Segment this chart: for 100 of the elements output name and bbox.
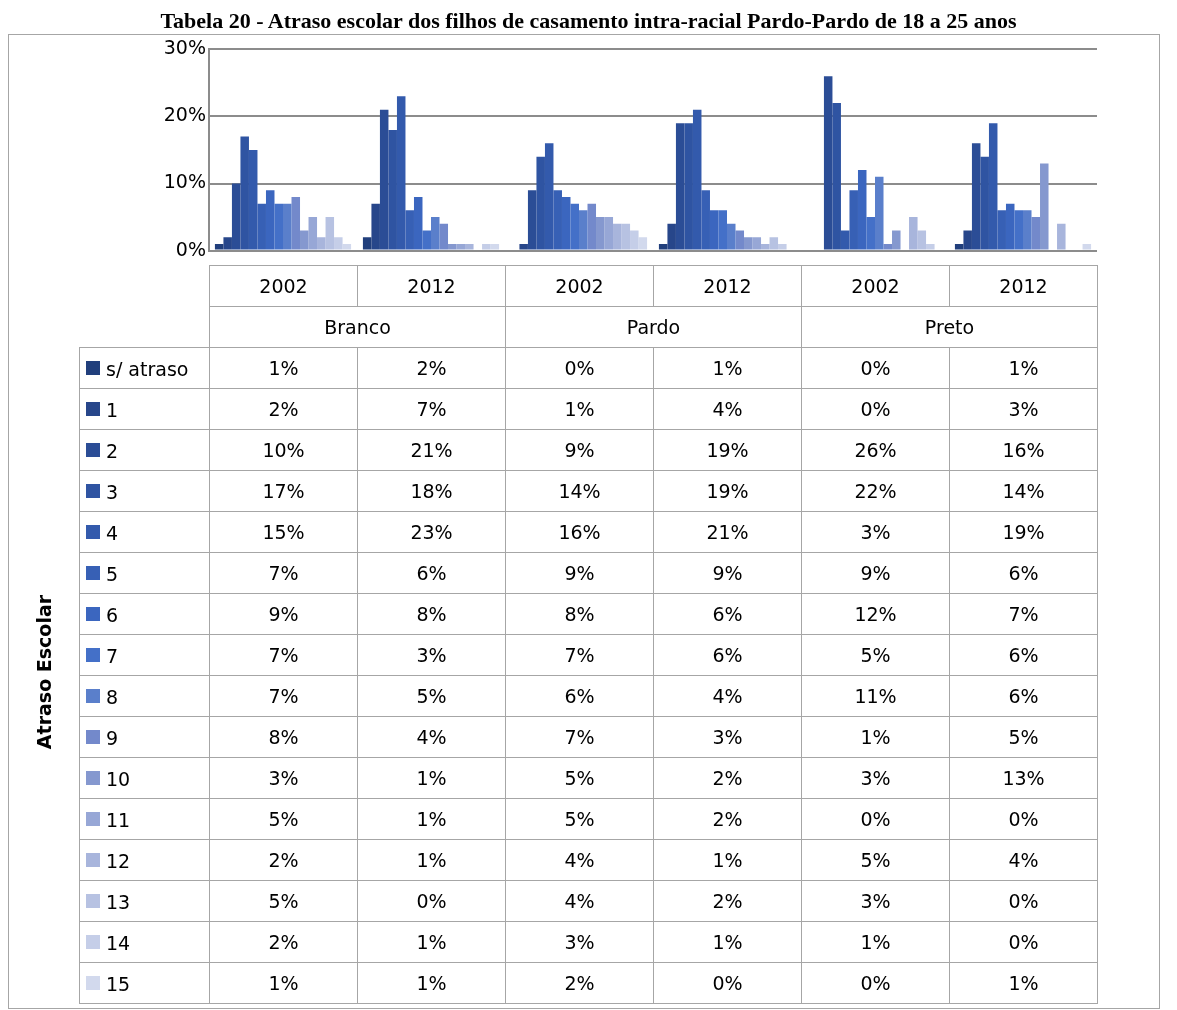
data-label: 2% — [653, 880, 802, 921]
bar — [630, 230, 639, 250]
legend-label: 2 — [106, 439, 119, 462]
text: Branco — [209, 306, 506, 347]
data-label: 9% — [801, 552, 950, 593]
data-label: 2% — [505, 962, 654, 1003]
data-label: 4% — [357, 716, 506, 757]
bar — [579, 210, 588, 250]
y-tick-label: 20% — [163, 103, 206, 126]
data-label: 15% — [209, 511, 358, 552]
data-label: 5% — [801, 839, 950, 880]
data-label: 12% — [801, 593, 950, 634]
data-label: 9% — [209, 593, 358, 634]
legend-label: 7 — [106, 644, 119, 667]
data-label: 7% — [209, 675, 358, 716]
data-label: 0% — [949, 921, 1098, 962]
data-label: 19% — [653, 429, 802, 470]
legend-label: 8 — [106, 685, 119, 708]
data-label: 3% — [505, 921, 654, 962]
data-label: 11% — [801, 675, 950, 716]
bar — [1023, 210, 1032, 250]
data-label: 19% — [653, 470, 802, 511]
bar — [621, 223, 631, 250]
data-label: 5% — [505, 798, 654, 839]
bar — [1031, 217, 1041, 250]
data-label: 3% — [801, 880, 950, 921]
data-label: 1% — [653, 347, 802, 388]
data-label: 0% — [801, 962, 950, 1003]
data-label: 8% — [209, 716, 358, 757]
bar — [439, 223, 449, 250]
x-tick-label: 2012 — [949, 265, 1098, 307]
legend-label: 13 — [106, 890, 131, 913]
bar — [613, 223, 622, 250]
data-label: 6% — [653, 593, 802, 634]
data-label: 1% — [801, 716, 950, 757]
data-label: 21% — [653, 511, 802, 552]
data-label: 0% — [949, 880, 1098, 921]
data-label: 0% — [801, 798, 950, 839]
data-label: 8% — [505, 593, 654, 634]
x-tick-label: 2012 — [357, 265, 506, 307]
data-label: 19% — [949, 511, 1098, 552]
data-label: 1% — [949, 347, 1098, 388]
data-label: 16% — [949, 429, 1098, 470]
bar — [325, 217, 335, 250]
data-label: 9% — [505, 552, 654, 593]
data-label: 5% — [801, 634, 950, 675]
legend-label: 14 — [106, 931, 131, 954]
data-label: 1% — [357, 921, 506, 962]
bar — [769, 237, 779, 250]
data-label: 2% — [653, 798, 802, 839]
legend-label: 10 — [106, 767, 131, 790]
data-label: 0% — [357, 880, 506, 921]
data-label: 0% — [653, 962, 802, 1003]
bar — [638, 237, 648, 250]
bar — [465, 243, 474, 250]
data-label: 21% — [357, 429, 506, 470]
bar — [300, 230, 309, 250]
data-label: 0% — [801, 347, 950, 388]
data-label: 1% — [209, 962, 358, 1003]
data-label: 3% — [801, 511, 950, 552]
bar — [362, 237, 372, 250]
data-label: 7% — [505, 634, 654, 675]
bar — [883, 243, 893, 250]
bar — [909, 217, 918, 250]
data-label: 4% — [505, 880, 654, 921]
data-label: 3% — [357, 634, 506, 675]
data-label: 0% — [505, 347, 654, 388]
data-label: 22% — [801, 470, 950, 511]
data-label: 3% — [209, 757, 358, 798]
data-label: 0% — [801, 388, 950, 429]
x-tick-label: 2012 — [653, 265, 802, 307]
data-label: 8% — [357, 593, 506, 634]
bar — [1040, 163, 1049, 250]
legend-label: 15 — [106, 972, 131, 995]
data-label: 1% — [357, 839, 506, 880]
bar — [308, 217, 318, 250]
bar — [317, 237, 326, 250]
bar — [596, 217, 605, 250]
bar — [875, 176, 884, 250]
data-label: 0% — [949, 798, 1098, 839]
legend-title: Atraso Escolar — [33, 595, 56, 750]
data-label: 4% — [653, 388, 802, 429]
data-label: 6% — [949, 552, 1098, 593]
bar — [1082, 243, 1092, 250]
data-label: 4% — [505, 839, 654, 880]
bar — [761, 243, 770, 250]
data-label: 18% — [357, 470, 506, 511]
legend-label: 4 — [106, 521, 119, 544]
y-tick-label: 10% — [163, 170, 206, 193]
y-tick-label: 0% — [175, 237, 206, 260]
data-label: 6% — [949, 675, 1098, 716]
bar — [490, 243, 500, 250]
data-label: 7% — [209, 552, 358, 593]
legend-label: 6 — [106, 603, 119, 626]
data-label: 5% — [949, 716, 1098, 757]
data-label: 1% — [653, 839, 802, 880]
data-label: 9% — [653, 552, 802, 593]
data-label: 1% — [357, 798, 506, 839]
bar — [456, 243, 466, 250]
data-label: 1% — [949, 962, 1098, 1003]
